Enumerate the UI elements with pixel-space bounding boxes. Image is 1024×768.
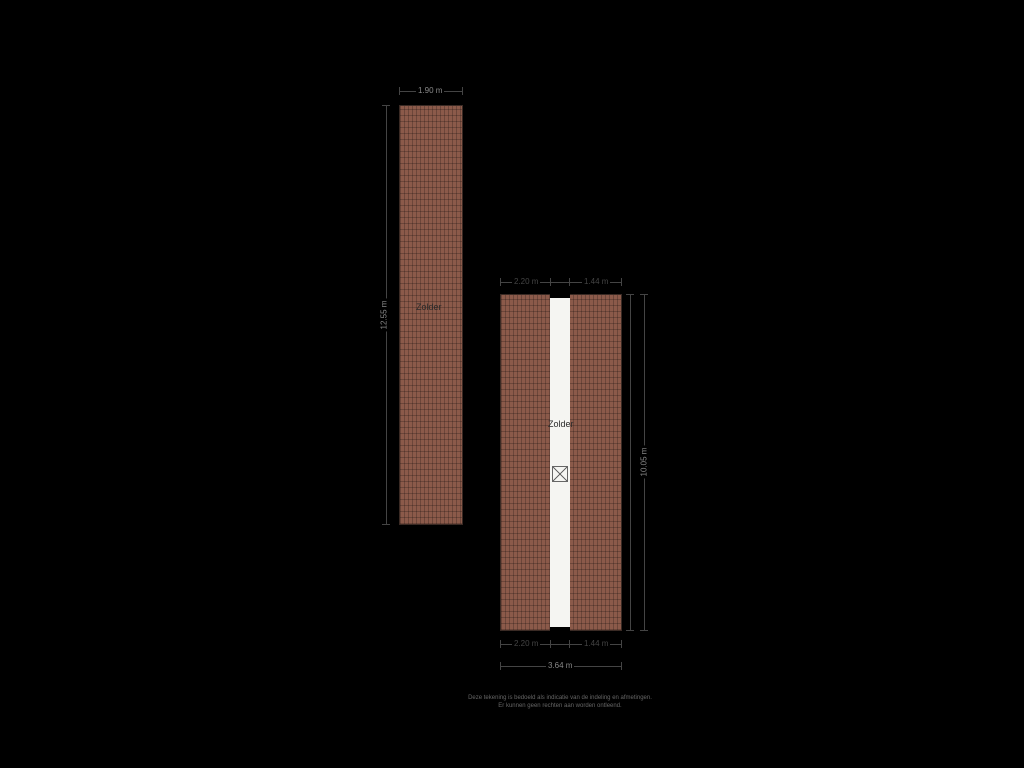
dim-right-side-tick-b bbox=[640, 630, 648, 631]
dim-right-bot-inner-tick-2 bbox=[550, 640, 551, 648]
dim-right-bot-inner-tick-1 bbox=[500, 640, 501, 648]
dim-right-top-tick-4 bbox=[621, 278, 622, 286]
corridor-cap-top bbox=[550, 294, 570, 298]
dim-right-bot-outer-tick-l bbox=[500, 662, 501, 670]
dim-left-top-label: 1.90 m bbox=[416, 86, 444, 95]
dim-left-side-label: 12.55 m bbox=[380, 299, 389, 332]
roof-zolder-left bbox=[399, 105, 463, 525]
dim-left-top-tick-l bbox=[399, 87, 400, 95]
dim-right-side-inner-b bbox=[626, 630, 634, 631]
dim-right-bot-outer-label: 3.64 m bbox=[546, 661, 574, 670]
dim-right-top-tick-1 bbox=[500, 278, 501, 286]
dim-right-top-tick-3 bbox=[569, 278, 570, 286]
dim-right-bot-inner-tick-4 bbox=[621, 640, 622, 648]
corridor-zolder-right bbox=[550, 297, 570, 628]
dim-left-side-tick-b bbox=[382, 524, 390, 525]
dim-right-top-label-b: 1.44 m bbox=[582, 277, 610, 286]
hatch-icon bbox=[552, 466, 568, 482]
dim-right-top-tick-2 bbox=[550, 278, 551, 286]
label-zolder-right: Zolder bbox=[548, 419, 574, 429]
dim-left-top-tick-r bbox=[462, 87, 463, 95]
dim-right-top-label-a: 2.20 m bbox=[512, 277, 540, 286]
disclaimer-text: Deze tekening is bedoeld als indicatie v… bbox=[430, 695, 690, 711]
dim-right-bot-inner-label-b: 1.44 m bbox=[582, 639, 610, 648]
dim-right-side-inner bbox=[630, 294, 631, 631]
floorplan-canvas: Zolder 1.90 m 12.55 m Zolder 2.20 m 1.44… bbox=[0, 0, 1024, 768]
dim-right-bot-inner-tick-3 bbox=[569, 640, 570, 648]
label-zolder-left: Zolder bbox=[416, 302, 442, 312]
dim-right-side-label: 10.05 m bbox=[640, 446, 649, 479]
corridor-cap-bottom bbox=[550, 627, 570, 631]
dim-right-side-inner-t bbox=[626, 294, 634, 295]
dim-right-bot-outer-tick-r bbox=[621, 662, 622, 670]
dim-right-bot-inner-label-a: 2.20 m bbox=[512, 639, 540, 648]
dim-left-side-tick-t bbox=[382, 105, 390, 106]
dim-right-side-tick-t bbox=[640, 294, 648, 295]
